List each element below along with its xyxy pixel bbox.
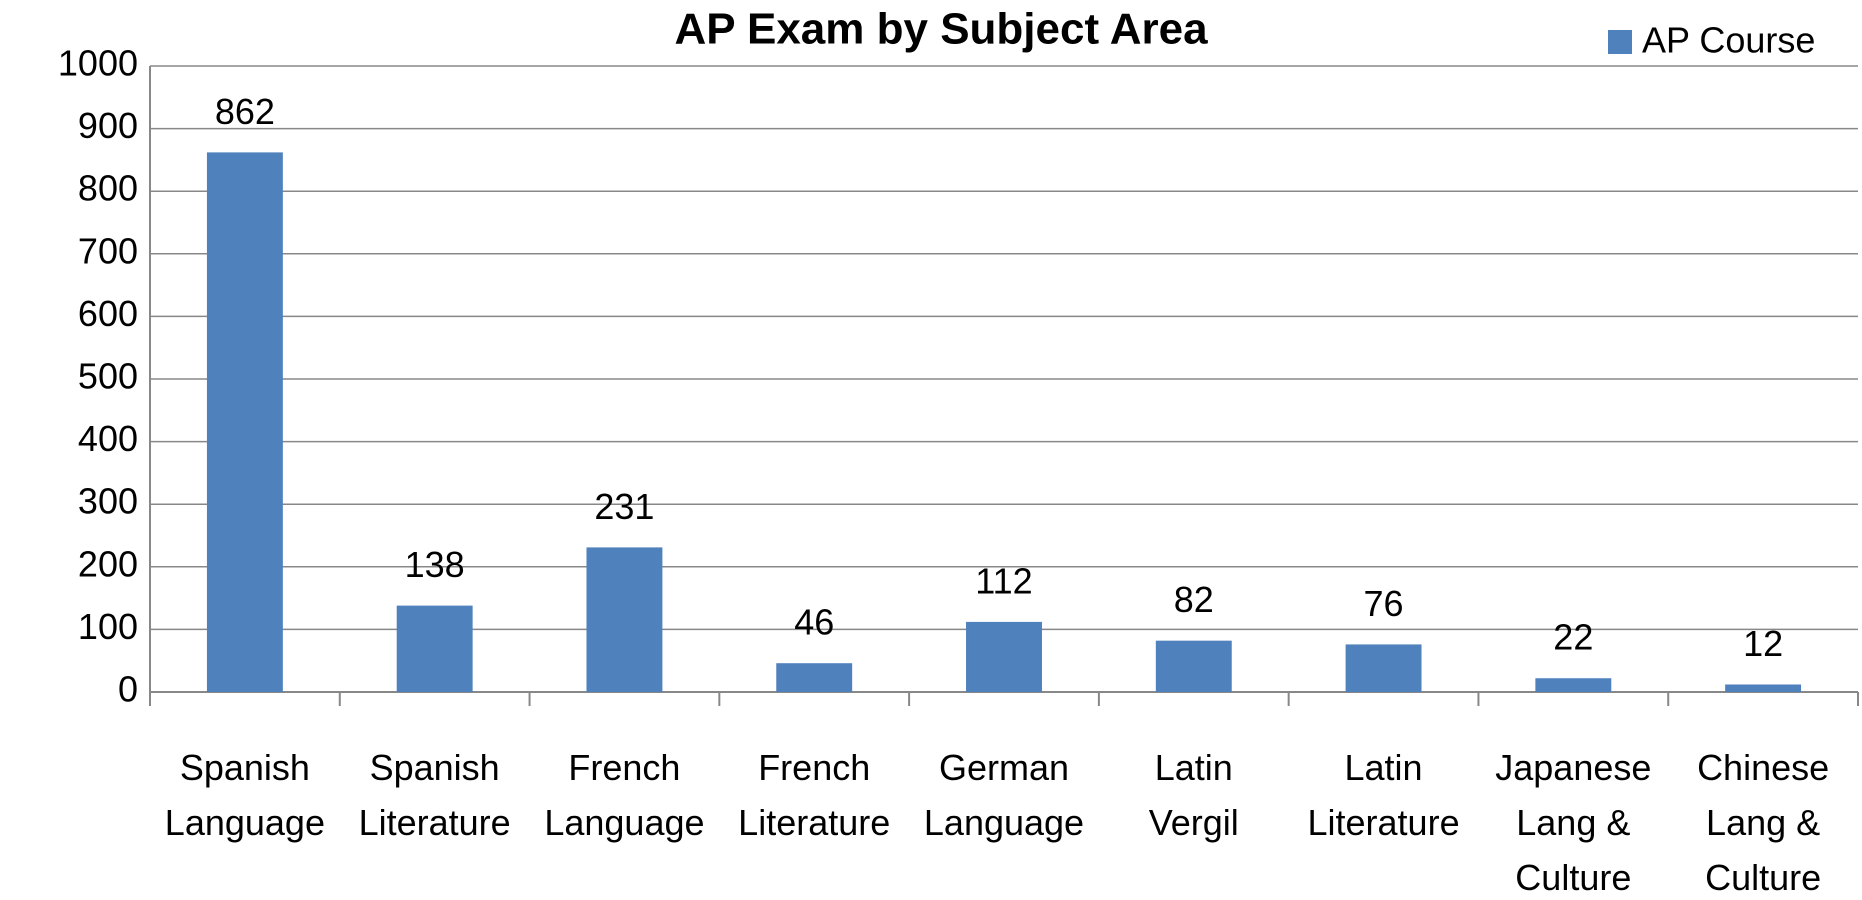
bar: [1725, 684, 1802, 692]
bar: [206, 152, 283, 692]
x-tick-label: Spanish Language: [165, 747, 325, 843]
x-tick-label: Latin Vergil: [1149, 747, 1239, 843]
data-label: 46: [794, 602, 834, 643]
x-tick-label-line: Literature: [738, 802, 890, 843]
data-label: 82: [1174, 579, 1214, 620]
y-tick-label: 800: [78, 168, 138, 209]
bar: [1345, 644, 1422, 692]
y-tick-label: 600: [78, 293, 138, 334]
data-label: 12: [1743, 623, 1783, 664]
legend-swatch: [1608, 30, 1632, 54]
data-label: 112: [975, 560, 1032, 601]
x-tick-label-line: Language: [924, 802, 1084, 843]
x-tick-label-line: French: [758, 747, 870, 788]
x-tick-label-line: Culture: [1515, 857, 1631, 898]
bar: [1535, 678, 1612, 692]
x-tick-label-line: Culture: [1705, 857, 1821, 898]
x-tick-label-line: Spanish: [180, 747, 310, 788]
bar: [586, 547, 663, 692]
data-label: 862: [215, 91, 275, 132]
y-tick-label: 100: [78, 606, 138, 647]
x-tick-label-line: Language: [544, 802, 704, 843]
y-tick-label: 300: [78, 481, 138, 522]
x-tick-label-line: Japanese: [1495, 747, 1651, 788]
chart-title: AP Exam by Subject Area: [674, 5, 1208, 54]
legend-label: AP Course: [1642, 20, 1815, 61]
bar: [1155, 640, 1232, 692]
x-tick-label-line: Latin: [1345, 747, 1423, 788]
y-tick-label: 700: [78, 230, 138, 271]
x-tick-label-line: Latin: [1155, 747, 1233, 788]
x-tick-label-line: Literature: [1308, 802, 1460, 843]
x-tick-label: Chinese Lang & Culture: [1697, 747, 1829, 898]
x-tick-label-line: French: [568, 747, 680, 788]
y-tick-label: 1000: [58, 43, 138, 84]
x-tick-label: French Language: [544, 747, 704, 843]
data-label: 22: [1553, 617, 1593, 658]
bar: [396, 605, 473, 692]
y-tick-label: 200: [78, 543, 138, 584]
y-tick-label: 400: [78, 418, 138, 459]
data-label: 138: [405, 544, 465, 585]
x-tick-label-line: Language: [165, 802, 325, 843]
x-tick-label-line: Lang &: [1706, 802, 1820, 843]
bar: [776, 663, 853, 692]
x-tick-label: Japanese Lang & Culture: [1495, 747, 1651, 898]
y-tick-label: 900: [78, 105, 138, 146]
x-tick-label-line: Literature: [359, 802, 511, 843]
x-tick-label-line: Spanish: [370, 747, 500, 788]
x-tick-label-line: Vergil: [1149, 802, 1239, 843]
y-tick-label: 500: [78, 356, 138, 397]
x-tick-label-line: German: [939, 747, 1069, 788]
x-tick-label: German Language: [924, 747, 1084, 843]
data-label: 231: [594, 486, 654, 527]
x-tick-label: Latin Literature: [1308, 747, 1460, 843]
x-tick-label: Spanish Literature: [359, 747, 511, 843]
data-label: 76: [1364, 583, 1404, 624]
x-tick-label: French Literature: [738, 747, 890, 843]
x-tick-label-line: Lang &: [1516, 802, 1630, 843]
y-tick-label: 0: [118, 669, 138, 710]
x-tick-label-line: Chinese: [1697, 747, 1829, 788]
bar: [966, 621, 1042, 692]
